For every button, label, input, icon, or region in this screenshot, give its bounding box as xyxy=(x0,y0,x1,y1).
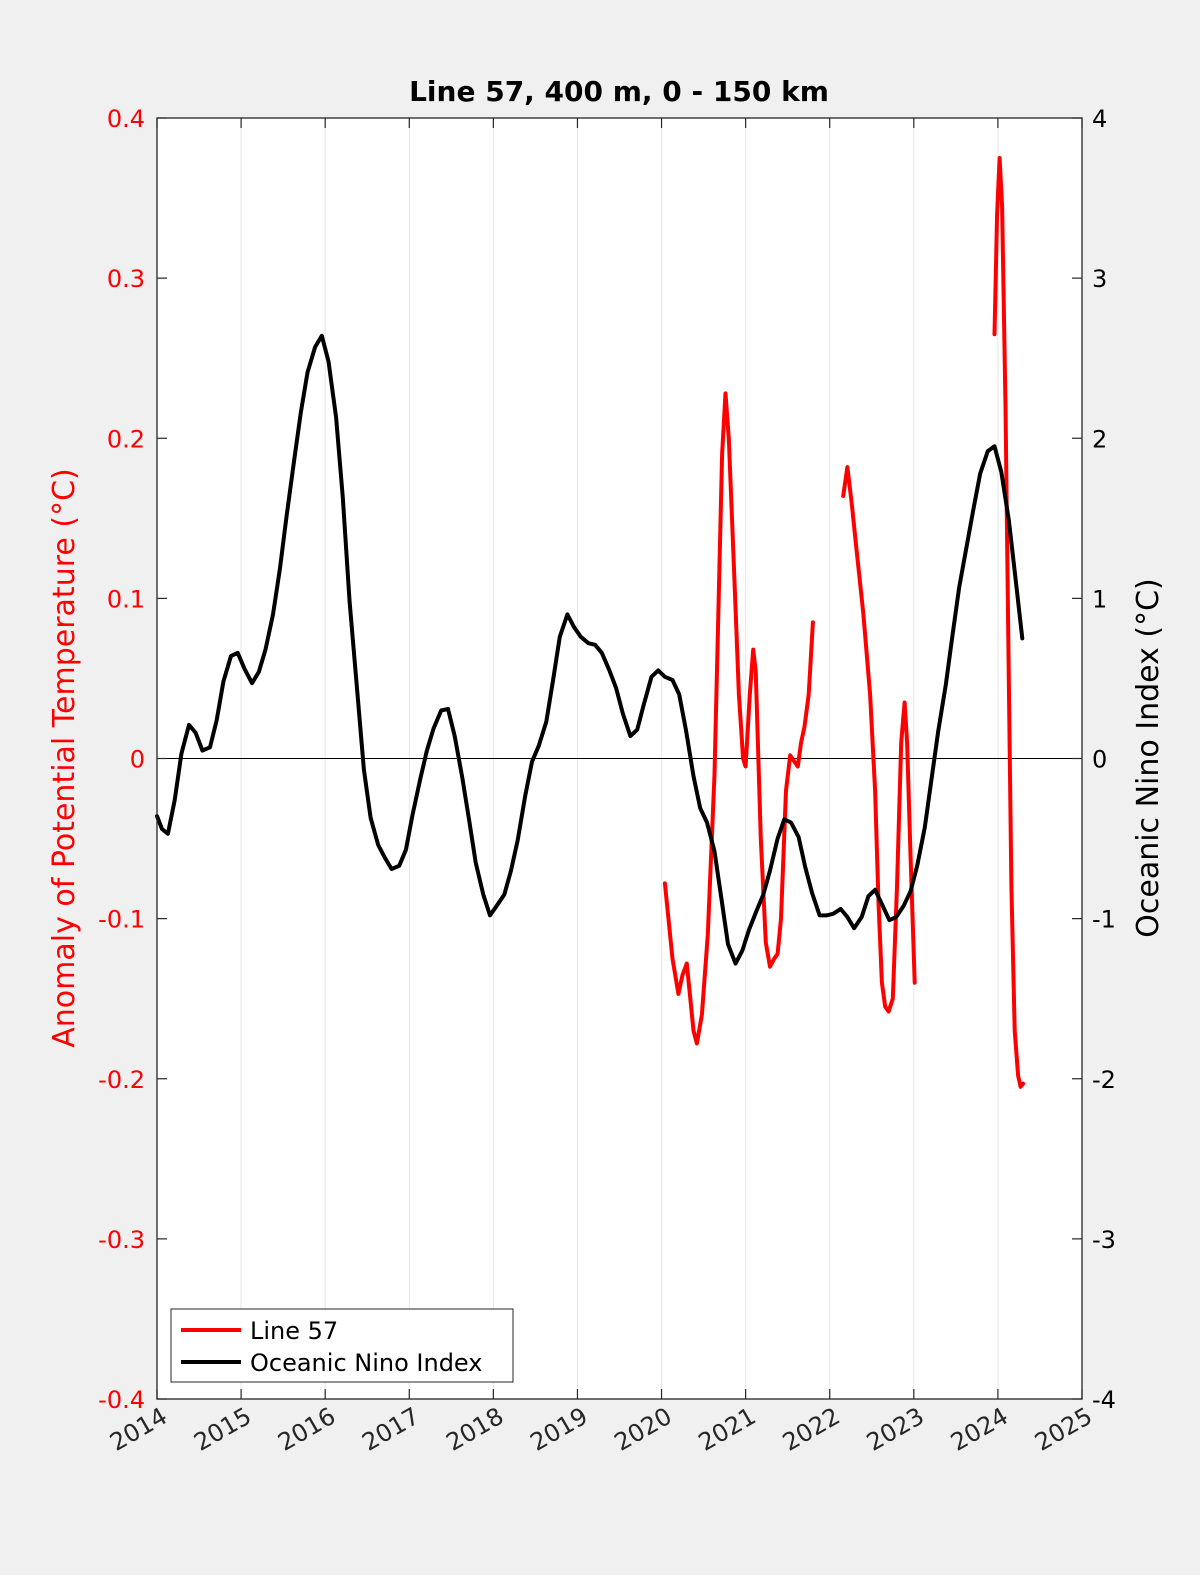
y-axis-right: 4 3 2 1 0 -1 -2 -3 -4 xyxy=(1072,105,1116,1414)
x-tick-label: 2019 xyxy=(526,1402,593,1457)
x-tick-label: 2016 xyxy=(273,1402,340,1457)
y-right-tick-label: -2 xyxy=(1092,1066,1116,1094)
y-left-tick-label: -0.1 xyxy=(98,906,145,934)
x-tick-label: 2025 xyxy=(1030,1402,1097,1457)
y-left-tick-label: -0.4 xyxy=(98,1386,145,1414)
series-line-line-57 xyxy=(992,156,1026,1089)
x-tick-label: 2015 xyxy=(189,1402,256,1457)
y-left-tick-label: 0.1 xyxy=(107,585,145,613)
y-right-tick-label: -3 xyxy=(1092,1226,1116,1254)
y-right-tick-label: 0 xyxy=(1092,746,1107,774)
x-tick-label: 2021 xyxy=(694,1402,761,1457)
y-right-tick-label: 3 xyxy=(1092,265,1107,293)
legend-label-line57: Line 57 xyxy=(250,1317,338,1345)
x-tick-label: 2024 xyxy=(946,1402,1013,1457)
x-tick-label: 2018 xyxy=(441,1402,508,1457)
y-left-tick-label: 0.4 xyxy=(107,105,145,133)
x-tick-label: 2017 xyxy=(357,1402,424,1457)
legend: Line 57 Oceanic Nino Index xyxy=(170,1308,514,1383)
series-line-line-57 xyxy=(662,391,815,1046)
y-right-tick-label: 2 xyxy=(1092,425,1107,453)
y-left-tick-label: -0.3 xyxy=(98,1226,145,1254)
x-tick-label: 2022 xyxy=(778,1402,845,1457)
y-axis-right-title: Oceanic Nino Index (°C) xyxy=(1131,578,1166,938)
legend-box xyxy=(170,1308,514,1383)
y-left-tick-label: 0 xyxy=(130,746,145,774)
y-right-tick-label: 1 xyxy=(1092,585,1107,613)
series-layer xyxy=(155,156,1026,1089)
series-line-oceanic-nino-index xyxy=(155,333,1025,966)
series-line-line-57 xyxy=(841,465,917,1014)
y-left-tick-label: -0.2 xyxy=(98,1066,145,1094)
x-tick-label: 2023 xyxy=(862,1402,929,1457)
y-right-tick-label: -1 xyxy=(1092,906,1116,934)
y-left-tick-label: 0.2 xyxy=(107,425,145,453)
y-axis-left: 0.4 0.3 0.2 0.1 0 -0.1 -0.2 -0.3 -0.4 xyxy=(98,105,167,1414)
y-right-tick-label: -4 xyxy=(1092,1386,1116,1414)
y-left-tick-label: 0.3 xyxy=(107,265,145,293)
x-tick-label: 2020 xyxy=(610,1402,677,1457)
chart-title: Line 57, 400 m, 0 - 150 km xyxy=(409,75,829,108)
legend-label-oni: Oceanic Nino Index xyxy=(250,1349,482,1377)
y-axis-left-title: Anomaly of Potential Temperature (°C) xyxy=(47,468,82,1047)
y-right-tick-label: 4 xyxy=(1092,105,1107,133)
